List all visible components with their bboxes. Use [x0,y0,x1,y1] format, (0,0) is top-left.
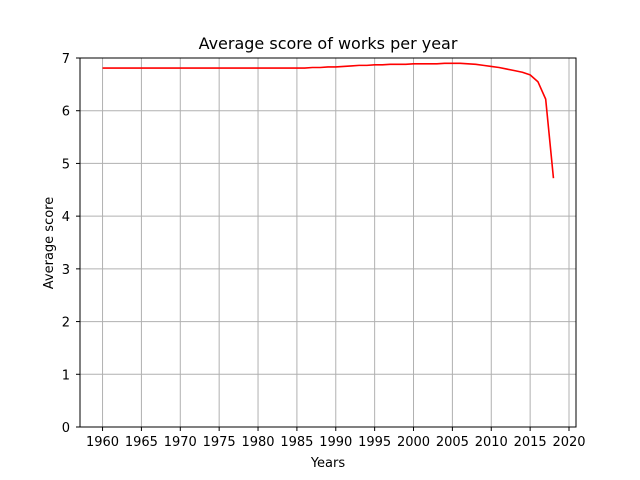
x-tick-label: 2010 [475,435,508,450]
y-tick-label: 0 [62,421,70,436]
x-axis-ticks: 1960 1965 1970 1975 1980 1985 1990 1995 2000 2005… [86,427,586,450]
y-tick-label: 6 [62,105,70,120]
y-tick-label: 1 [62,368,70,383]
y-tick-label: 7 [62,52,70,67]
series-line [102,62,555,179]
x-tick-label: 1995 [358,435,391,450]
axes-frame [79,57,577,428]
y-axis-ticks: 0 1 2 3 4 5 6 7 [62,52,80,436]
y-tick-label: 5 [62,157,70,172]
y-tick-label: 4 [62,210,70,225]
x-tick-label: 2000 [397,435,430,450]
x-tick-label: 2020 [552,435,585,450]
x-tick-label: 2015 [514,435,547,450]
y-tick-label: 3 [62,263,70,278]
x-axis-label: Years [310,456,346,471]
x-tick-label: 1975 [203,435,236,450]
y-tick-label: 2 [62,316,70,331]
x-tick-label: 1990 [319,435,352,450]
x-tick-label: 1980 [241,435,274,450]
x-tick-label: 1970 [164,435,197,450]
series-layer [102,62,555,179]
chart-title: Average score of works per year [199,34,458,53]
x-tick-label: 2005 [436,435,469,450]
y-axis-label: Average score [42,197,57,289]
x-tick-label: 1965 [125,435,158,450]
x-tick-label: 1985 [280,435,313,450]
x-tick-label: 1960 [86,435,119,450]
